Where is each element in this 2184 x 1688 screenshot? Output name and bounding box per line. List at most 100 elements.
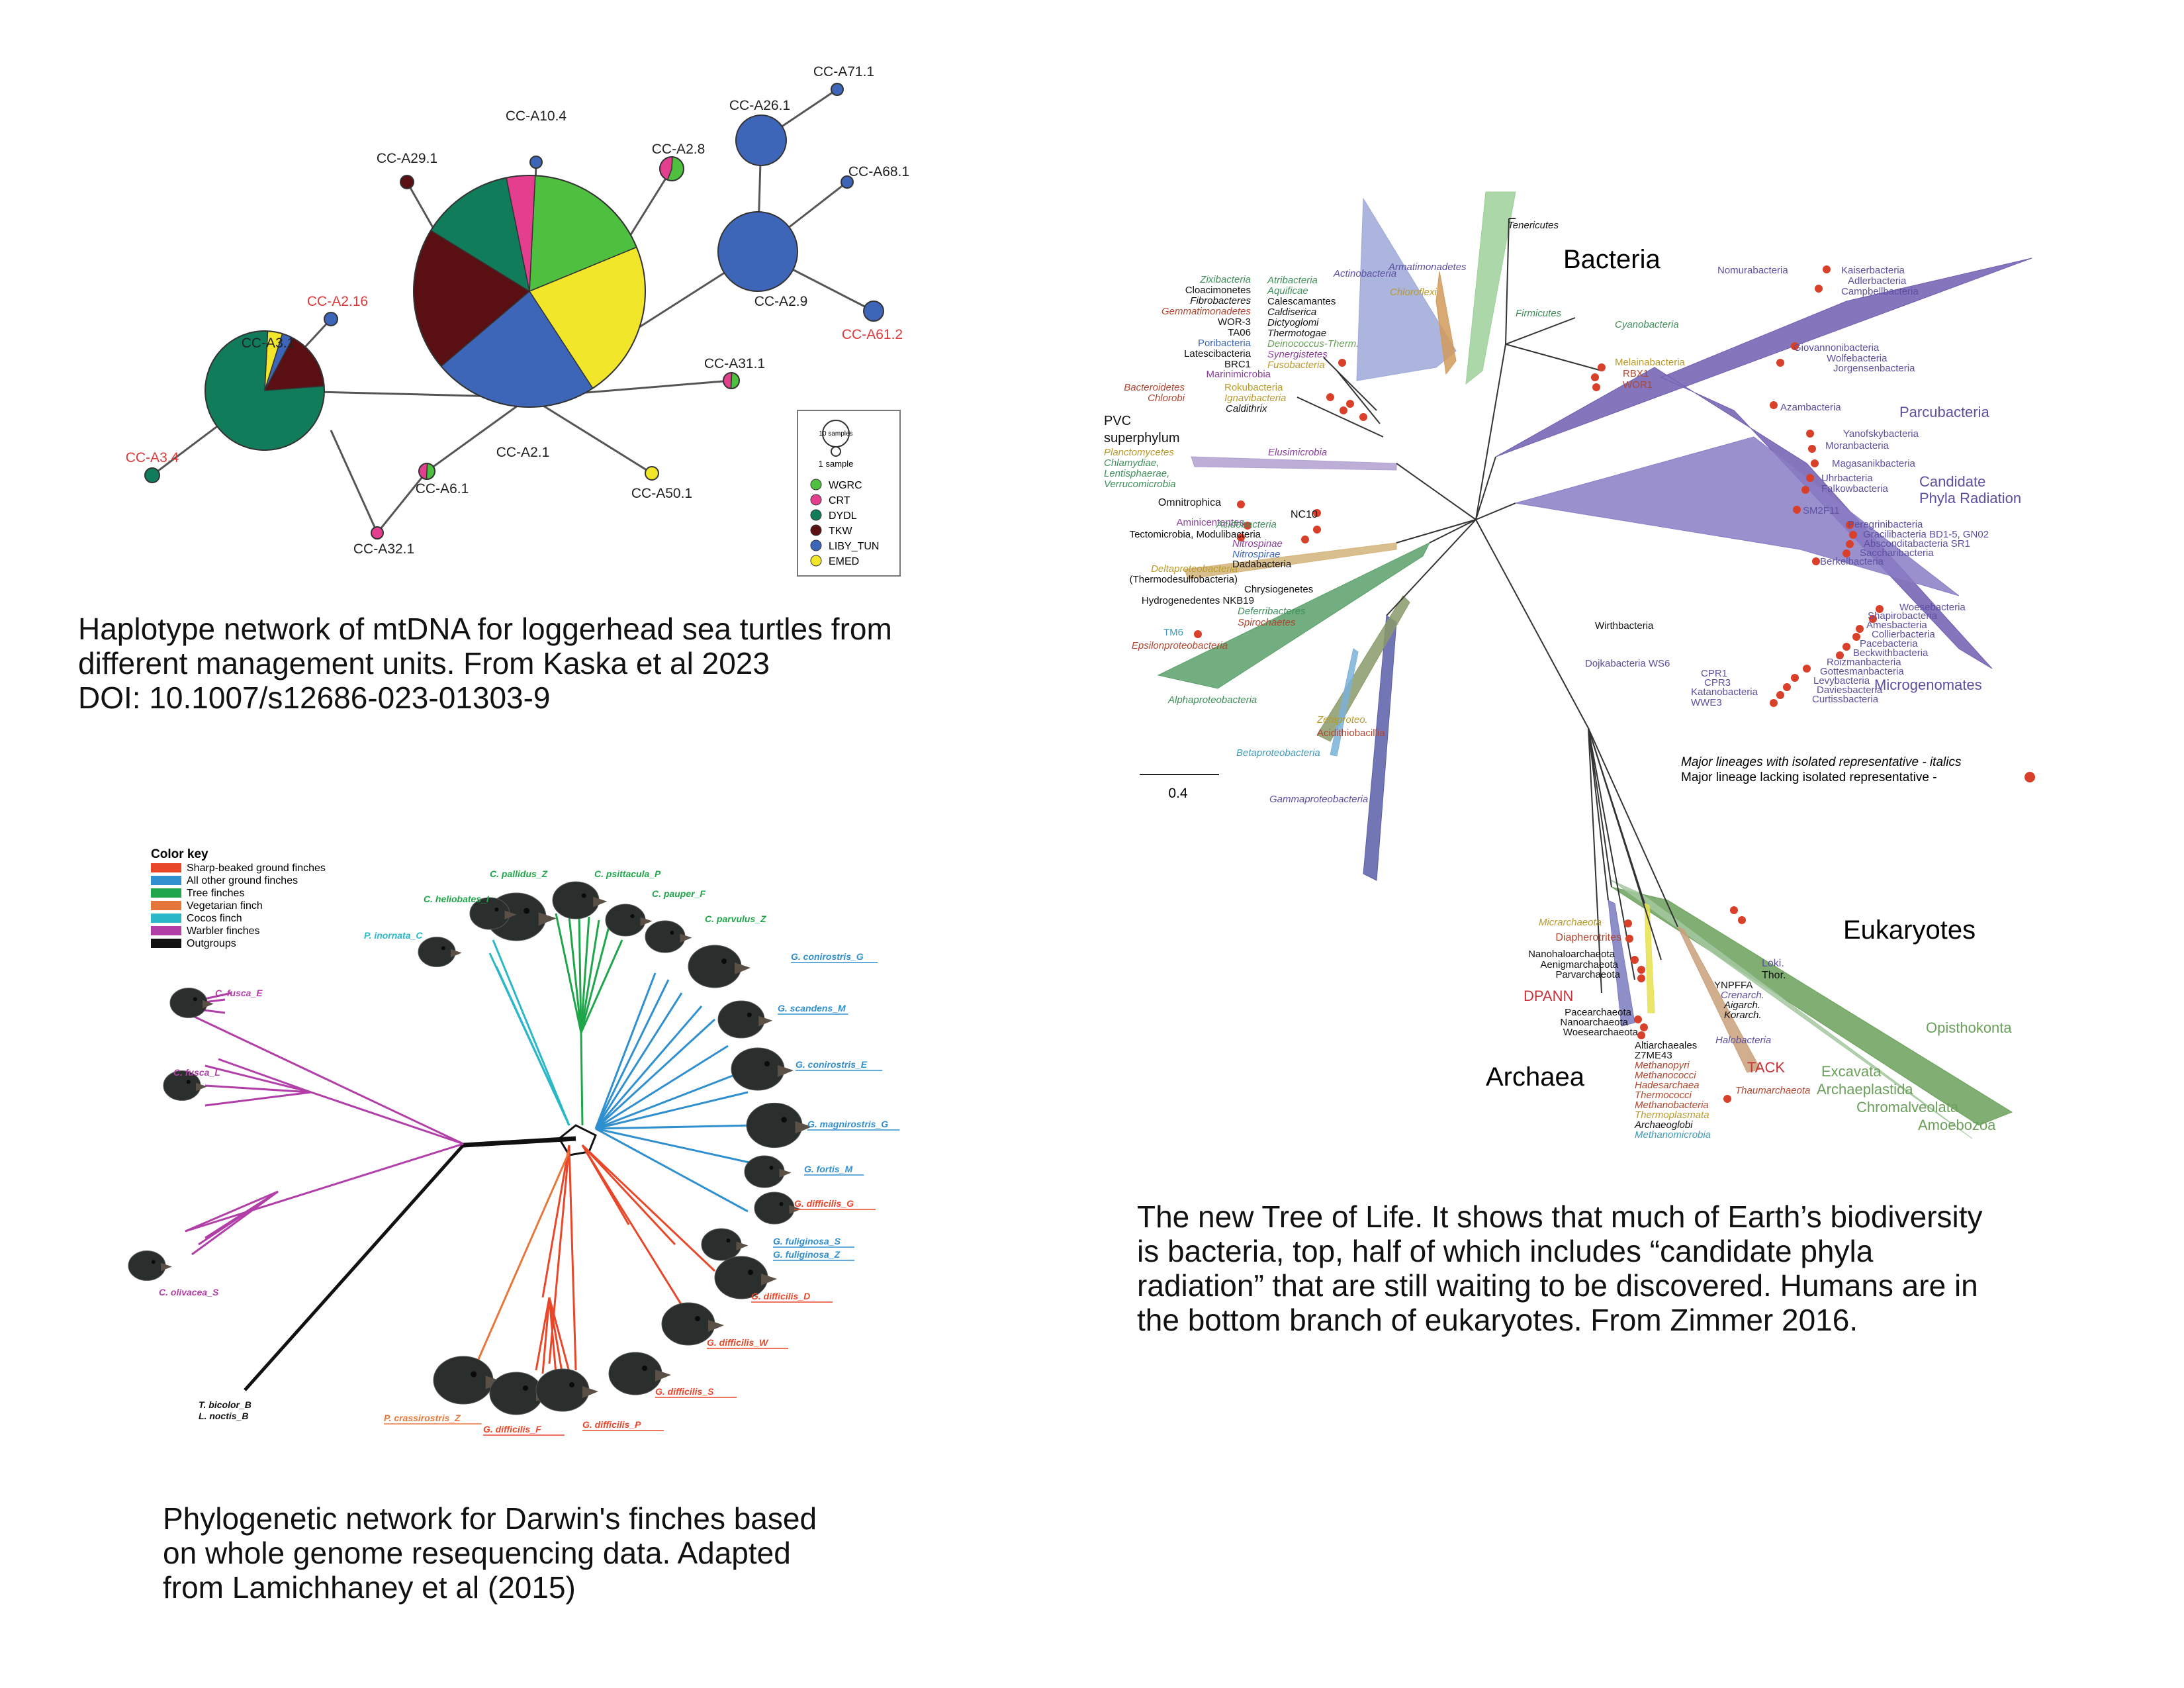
haplotype-node-cc-a3-4: [144, 467, 160, 483]
finch-head-image: [744, 1155, 792, 1188]
tree-label-spirochaetes: Spirochaetes: [1238, 617, 1296, 628]
haplotype-label-cc-a10-4: CC-A10.4: [506, 109, 567, 124]
tree-label-nomurabacteria: Nomurabacteria: [1717, 265, 1788, 276]
haplotype-caption-line: Haplotype network of mtDNA for loggerhea…: [78, 612, 892, 646]
finch-branch: [595, 1071, 742, 1130]
tree-label-verrucomicrobia: Verrucomicrobia: [1104, 479, 1176, 490]
lineage-dot: [1806, 474, 1814, 482]
lineage-dot: [1776, 691, 1784, 699]
finch-branch: [191, 1190, 279, 1256]
pie-slice: [863, 301, 884, 322]
color-key-label-warbler-finches: Warbler finches: [187, 925, 260, 937]
finch-branch: [555, 913, 582, 1033]
tree-label-berkelbacteria: Berkelbacteria: [1820, 556, 1884, 567]
legend-swatch-liby-tun: [810, 539, 822, 551]
finch-caption-line: from Lamichhaney et al (2015): [163, 1570, 576, 1605]
tree-label-cloacimonetes: Cloacimonetes: [1185, 285, 1251, 296]
lineage-dot: [1301, 536, 1309, 543]
tree-branch: [1297, 397, 1384, 438]
lineage-dot: [1836, 651, 1844, 659]
tree-label-synergistetes: Synergistetes: [1267, 349, 1328, 360]
lineage-dot: [1730, 906, 1738, 914]
tree-label-marinimicrobia: Marinimicrobia: [1206, 369, 1271, 380]
tree-branch: [1323, 357, 1377, 411]
haplotype-legend: WGRC CRT DYDL TKW LIBY_TUN EMED: [810, 479, 879, 567]
tree-label-thor: Thor.: [1762, 970, 1786, 981]
finch-label-g-difficilis-d: G. difficilis_D: [751, 1291, 810, 1301]
color-key-label-tree-finches: Tree finches: [187, 888, 244, 899]
tree-label-dadabacteria: Dadabacteria: [1232, 559, 1292, 570]
lineage-dot: [1598, 363, 1606, 371]
haplotype-node-cc-a3-1: [205, 330, 325, 451]
tree-label-nc10: NC10: [1291, 509, 1318, 520]
lineage-dot: [1776, 359, 1784, 367]
tree-label-pacebacteria: Pacebacteria: [1860, 638, 1918, 649]
finch-branch: [541, 1145, 570, 1298]
haplotype-caption-line: different management units. From Kaska e…: [78, 646, 770, 680]
haplotype-node-cc-a26-1: [735, 115, 787, 166]
tree-branch: [1396, 519, 1477, 543]
finch-branch: [595, 1124, 755, 1130]
finch-branch: [594, 979, 670, 1129]
haplotype-node-cc-a2-9: [717, 211, 798, 292]
tree-label-falkowbacteria: Falkowbacteria: [1821, 483, 1889, 494]
domain-eukaryotes: Eukaryotes: [1843, 915, 1976, 945]
finch-head-image: [731, 1047, 794, 1091]
finch-branch: [595, 1045, 729, 1130]
finch-heads: [128, 881, 812, 1415]
finch-branch: [580, 926, 610, 1033]
finch-label-p-crassirostris-z: P. crassirostris_Z: [384, 1413, 461, 1423]
tree-label-thaumarchaeota: Thaumarchaeota: [1735, 1085, 1810, 1096]
finch-label-g-conirostris-e: G. conirostris_E: [796, 1059, 868, 1070]
tree-label-chrysiogenetes: Chrysiogenetes: [1244, 584, 1313, 595]
tree-label-atribacteria: Atribacteria: [1267, 275, 1318, 286]
tree-labels: ZixibacteriaCloacimonetesFibrobacteresGe…: [1104, 220, 2021, 1141]
finch-branch: [218, 1058, 312, 1094]
finch-head-image: [645, 920, 692, 953]
tree-label-chromalveolata: Chromalveolata: [1856, 1099, 1959, 1115]
haplotype-label-cc-a32-1: CC-A32.1: [353, 541, 414, 557]
lineage-dot: [1640, 1023, 1648, 1031]
tree-label-melainabacteria: Melainabacteria: [1615, 357, 1686, 368]
tree-label-cpr1: CPR1: [1701, 668, 1727, 679]
tree-label-acidobacteria: Acidobacteria: [1216, 519, 1277, 530]
finch-label-c-heliobates-i: C. heliobates_I: [424, 894, 490, 904]
finch-label-c-pallidus-z: C. pallidus_Z: [490, 868, 548, 879]
finch-branch: [578, 913, 582, 1033]
tree-label-tenericutes: Tenericutes: [1508, 220, 1559, 231]
finch-head-image: [163, 1070, 207, 1101]
tree-label-ynpffa: YNPFFA: [1714, 980, 1752, 991]
finch-branch: [205, 1091, 312, 1107]
scale-bar-label: 0.4: [1168, 786, 1188, 801]
finch-label-g-difficilis-f: G. difficilis_F: [483, 1424, 541, 1434]
tree-label-kaiserbacteria: Kaiserbacteria: [1841, 265, 1905, 276]
pie-outline: [723, 372, 740, 389]
finch-label-g-difficilis-p: G. difficilis_P: [582, 1419, 641, 1430]
lineage-dot: [1869, 615, 1877, 623]
finch-head-image: [418, 937, 462, 967]
finch-branch: [581, 1144, 676, 1246]
tree-label-methanopyri: Methanopyri: [1635, 1060, 1690, 1071]
tree-label-alphaproteobacteria: Alphaproteobacteria: [1167, 694, 1257, 706]
haplotype-label-cc-a2-1: CC-A2.1: [496, 445, 550, 460]
color-key-label-outgroups: Outgroups: [187, 938, 236, 949]
tree-label-methanomicrobia: Methanomicrobia: [1635, 1129, 1711, 1141]
tree-label-methanococci: Methanococci: [1635, 1070, 1696, 1081]
finch-label-c-olivacea-s: C. olivacea_S: [159, 1287, 219, 1297]
lineage-dot: [1194, 630, 1202, 638]
haplotype-label-cc-a3-4: CC-A3.4: [126, 450, 179, 465]
finch-branch: [594, 1018, 716, 1130]
lineage-dot: [1793, 506, 1801, 514]
legend-label-liby-tun: LIBY_TUN: [829, 541, 879, 552]
tree-label-sm2f11: SM2F11: [1803, 505, 1840, 516]
finch-branch: [535, 1297, 551, 1371]
haplotype-label-cc-a2-9: CC-A2.9: [754, 294, 808, 309]
finch-branch: [568, 916, 582, 1033]
haplotype-label-cc-a31-1: CC-A31.1: [704, 356, 765, 371]
pie-slice: [529, 156, 543, 169]
haplotype-node-cc-a50-1: [645, 466, 659, 481]
tree-label-micrarchaeota: Micrarchaeota: [1539, 917, 1602, 928]
finch-label-g-scandens-m: G. scandens_M: [778, 1003, 846, 1013]
haplotype-node-cc-a2-16: [324, 312, 338, 326]
lineage-dot: [1791, 342, 1799, 350]
